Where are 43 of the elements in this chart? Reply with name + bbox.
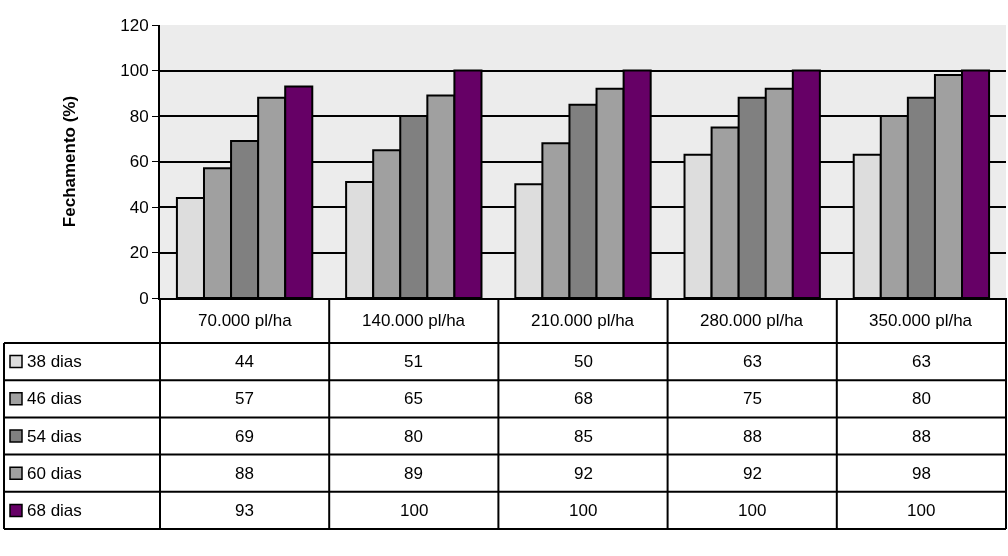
x-tick-label: 140.000 pl/ha [362,311,466,330]
data-label: 44 [235,352,254,371]
data-label: 100 [738,501,767,520]
data-label: 88 [743,427,762,446]
data-label: 80 [404,427,423,446]
y-axis-title: Fechamento (%) [60,95,80,228]
data-label: 88 [912,427,931,446]
y-tick-label: 60 [129,152,149,172]
legend-label: 38 dias [27,352,82,371]
data-label: 93 [235,501,254,520]
x-tick-label: 280.000 pl/ha [700,311,804,330]
data-label: 65 [404,389,423,408]
data-label: 80 [912,389,931,408]
x-tick-label: 70.000 pl/ha [198,311,293,330]
data-label: 100 [400,501,429,520]
data-label: 98 [912,464,931,483]
data-label: 89 [404,464,423,483]
data-label: 51 [404,352,423,371]
legend-label: 46 dias [27,389,82,408]
y-tick-label: 80 [129,106,149,126]
data-label: 69 [235,427,254,446]
data-label: 85 [574,427,593,446]
data-label: 100 [569,501,598,520]
y-tick-label: 20 [129,243,149,263]
y-tick-label: 120 [120,15,149,35]
data-label: 63 [912,352,931,371]
y-tick-label: 40 [129,197,149,217]
data-label: 75 [743,389,762,408]
y-tick-label: 100 [120,61,149,81]
data-label: 100 [907,501,936,520]
x-tick-label: 210.000 pl/ha [531,311,635,330]
data-label: 57 [235,389,254,408]
legend-label: 54 dias [27,427,82,446]
data-label: 88 [235,464,254,483]
y-tick-label: 0 [139,288,149,308]
data-label: 92 [743,464,762,483]
legend-label: 60 dias [27,464,82,483]
x-tick-label: 350.000 pl/ha [869,311,973,330]
data-label: 68 [574,389,593,408]
data-label: 50 [574,352,593,371]
legend-label: 68 dias [27,501,82,520]
data-label: 92 [574,464,593,483]
data-label: 63 [743,352,762,371]
